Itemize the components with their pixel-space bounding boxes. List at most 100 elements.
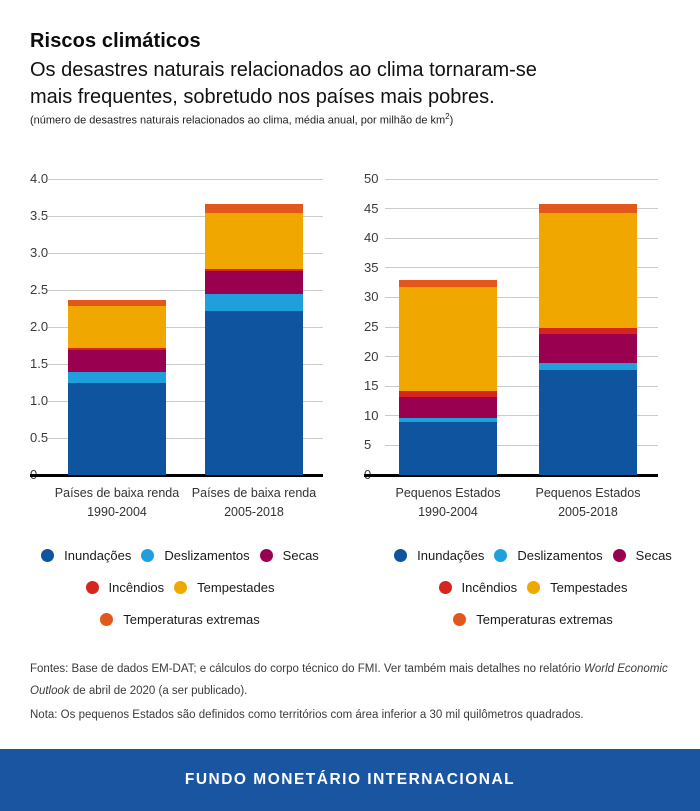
sources-prefix: Fontes: Base de dados EM-DAT; e cálculos… bbox=[30, 663, 584, 675]
units-note-close: ) bbox=[449, 114, 454, 127]
gridline bbox=[385, 296, 658, 298]
legend-label: Secas bbox=[635, 547, 672, 563]
category-label-line: 2005-2018 bbox=[224, 505, 284, 519]
inundacoes-legend-dot-icon bbox=[394, 548, 408, 562]
legend-label: Deslizamentos bbox=[164, 547, 250, 563]
secas-legend-dot-icon bbox=[259, 548, 273, 562]
y-axis-tick-label: 3.0 bbox=[30, 245, 49, 260]
gridline bbox=[385, 178, 658, 180]
legend-label: Inundações bbox=[417, 547, 485, 563]
y-axis-tick-label: 1.5 bbox=[30, 356, 49, 371]
legend-row: Incêndios Tempestades bbox=[383, 571, 683, 603]
bar-segment-tempestades bbox=[205, 213, 303, 269]
legend-item-incendios: Incêndios bbox=[438, 579, 518, 595]
category-label: Países de baixa renda 1990-2004 bbox=[37, 484, 197, 522]
gridline bbox=[385, 444, 658, 446]
gridline bbox=[48, 178, 323, 180]
y-axis-tick-label: 45 bbox=[364, 200, 379, 216]
category-label: Países de baixa renda 2005-2018 bbox=[174, 484, 334, 522]
footer-bar: FUNDO MONETÁRIO INTERNACIONAL bbox=[0, 749, 700, 811]
category-label-line: Pequenos Estados bbox=[535, 486, 641, 500]
sources-publication-title: World Economic Outlook bbox=[30, 663, 668, 697]
units-note: (número de desastres naturais relacionad… bbox=[30, 112, 680, 127]
gridline bbox=[385, 237, 658, 239]
gridline bbox=[48, 252, 323, 254]
bar-segment-inundacoes bbox=[68, 383, 166, 475]
x-axis-line bbox=[30, 474, 323, 477]
y-axis-tick-label: 2.0 bbox=[30, 319, 49, 334]
category-label-line: Países de baixa renda bbox=[191, 486, 317, 500]
legend-item-incendios: Incêndios bbox=[85, 579, 165, 595]
legend-item-secas: Secas bbox=[259, 547, 319, 563]
y-axis-tick-label: 35 bbox=[364, 259, 379, 275]
bar-segment-inundacoes bbox=[399, 421, 497, 475]
gridline bbox=[48, 400, 323, 402]
legend-item-secas: Secas bbox=[612, 547, 672, 563]
bar-segment-secas bbox=[399, 396, 497, 418]
deslizamentos-legend-dot-icon bbox=[494, 548, 508, 562]
y-axis-tick-label: 20 bbox=[364, 348, 379, 364]
incendios-legend-dot-icon bbox=[438, 580, 452, 594]
y-axis-tick-label: 30 bbox=[364, 289, 379, 305]
gridline bbox=[385, 326, 658, 328]
y-axis-tick-label: 3.5 bbox=[30, 208, 49, 223]
tempestades-legend-dot-icon bbox=[527, 580, 541, 594]
legend-item-inundacoes: Inundações bbox=[41, 548, 131, 563]
x-axis-line bbox=[364, 474, 658, 477]
bar-segment-temperaturas_extremas bbox=[205, 204, 303, 214]
imf-wordmark: FUNDO MONETÁRIO INTERNACIONAL bbox=[184, 771, 516, 788]
legend-label: Temperaturas extremas bbox=[123, 611, 260, 627]
legend-low-income-countries: Inundações Deslizamentos Secas Incêndios Tem… bbox=[30, 539, 330, 635]
sources-note: Fontes: Base de dados EM-DAT; e cálculos… bbox=[30, 659, 675, 702]
chart-small-states: 05101520253035404550Pequenos Estados1990… bbox=[364, 155, 699, 530]
category-label-line: 1990-2004 bbox=[418, 505, 478, 519]
gridline bbox=[48, 289, 323, 291]
legend-item-inundacoes: Inundações bbox=[394, 548, 484, 563]
bar-segment-deslizamentos bbox=[399, 417, 497, 422]
gridline bbox=[48, 326, 323, 328]
subtitle-line-1: Os desastres naturais relacionados ao cl… bbox=[30, 59, 537, 81]
legend-item-temperaturas_extremas: Temperaturas extremas bbox=[100, 612, 260, 627]
legend-row: Temperaturas extremas bbox=[383, 603, 683, 635]
bar-segment-secas bbox=[205, 270, 303, 294]
gridline bbox=[48, 437, 323, 439]
bar-segment-deslizamentos bbox=[539, 362, 637, 371]
inundacoes-legend-dot-icon bbox=[41, 548, 55, 562]
legend-label: Inundações bbox=[64, 547, 132, 563]
temperaturas_extremas-legend-dot-icon bbox=[453, 612, 467, 626]
legend-label: Secas bbox=[282, 547, 319, 563]
tempestades-legend-dot-icon bbox=[174, 580, 188, 594]
legend-item-deslizamentos: Deslizamentos bbox=[494, 548, 603, 563]
bar-segment-incendios bbox=[68, 348, 166, 350]
y-axis-tick-label: 15 bbox=[364, 378, 379, 394]
category-label: Pequenos Estados 2005-2018 bbox=[508, 484, 668, 522]
bar-segment-tempestades bbox=[539, 212, 637, 328]
bar-segment-temperaturas_extremas bbox=[68, 300, 166, 307]
category-label: Pequenos Estados 1990-2004 bbox=[368, 484, 528, 522]
bar-segment-deslizamentos bbox=[205, 293, 303, 312]
sources-suffix: de abril de 2020 (a ser publicado). bbox=[69, 684, 248, 697]
bar-segment-temperaturas_extremas bbox=[539, 203, 637, 213]
bar-segment-inundacoes bbox=[539, 370, 637, 475]
legend-label: Incêndios bbox=[108, 579, 165, 595]
bar-segment-secas bbox=[539, 334, 637, 363]
legend-item-tempestades: Tempestades bbox=[527, 580, 627, 595]
bar-segment-deslizamentos bbox=[68, 372, 166, 384]
bar-segment-inundacoes bbox=[205, 311, 303, 475]
legend-label: Tempestades bbox=[197, 579, 275, 595]
page-title: Riscos climáticos bbox=[30, 30, 201, 52]
legend-item-temperaturas_extremas: Temperaturas extremas bbox=[453, 612, 613, 627]
gridline bbox=[385, 208, 658, 210]
y-axis-tick-label: 10 bbox=[364, 407, 379, 423]
definition-note: Nota: Os pequenos Estados são definidos … bbox=[30, 709, 584, 721]
y-axis-tick-label: 5 bbox=[364, 437, 372, 453]
y-axis-tick-label: 50 bbox=[364, 171, 379, 186]
legend-label: Incêndios bbox=[461, 579, 518, 595]
deslizamentos-legend-dot-icon bbox=[141, 548, 155, 562]
y-axis-tick-label: 40 bbox=[364, 230, 379, 246]
legend-label: Temperaturas extremas bbox=[476, 611, 613, 627]
y-axis-tick-label: 2.5 bbox=[30, 282, 49, 297]
gridline bbox=[48, 363, 323, 365]
gridline bbox=[385, 415, 658, 417]
